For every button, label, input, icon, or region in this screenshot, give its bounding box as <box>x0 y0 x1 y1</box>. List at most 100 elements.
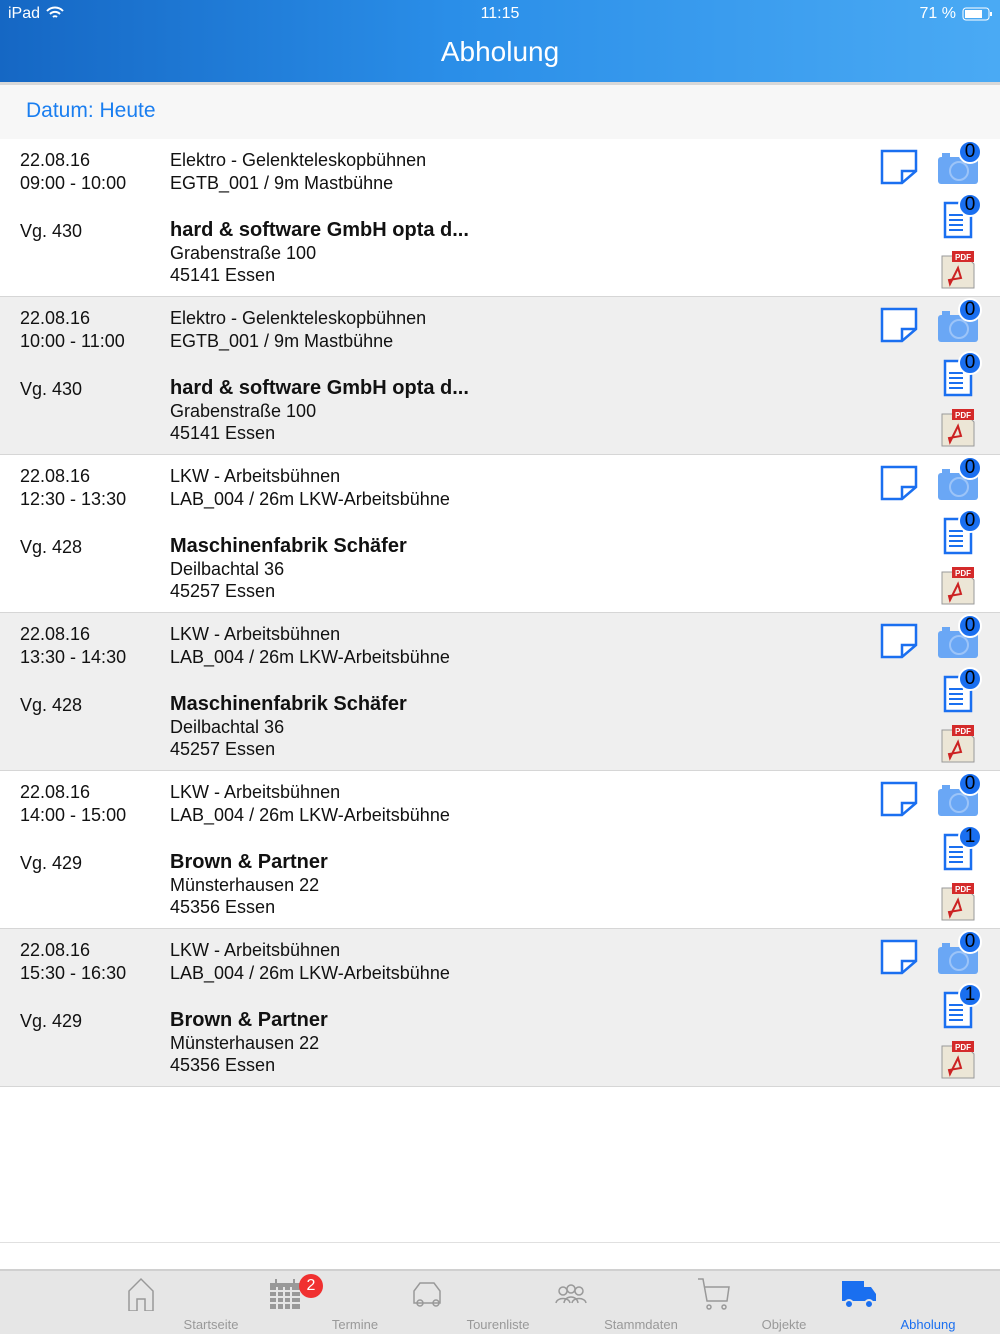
street: Deilbachtal 36 <box>170 559 285 579</box>
category: LKW - Arbeitsbühnen <box>170 624 341 644</box>
pdf-label: PDF <box>955 885 971 894</box>
pdf-icon[interactable]: PDF <box>940 1040 976 1080</box>
pdf-icon[interactable]: PDF <box>940 882 976 922</box>
time-range: 13:30 - 14:30 <box>20 647 127 667</box>
date: 22.08.16 <box>20 624 91 644</box>
navigation-bar: iPad 11:15 71 % Abholung <box>0 0 1000 82</box>
city: 45257 Essen <box>170 581 276 601</box>
tab-startseite[interactable]: Startseite <box>71 1271 238 1336</box>
category: LKW - Arbeitsbühnen <box>170 940 341 960</box>
note-icon[interactable] <box>880 307 918 343</box>
customer-name: Brown & Partner <box>170 1009 328 1031</box>
note-icon[interactable] <box>880 781 918 817</box>
date: 22.08.16 <box>20 782 91 802</box>
tab-label: Startseite <box>183 1317 239 1332</box>
machine: LAB_004 / 26m LKW-Arbeitsbühne <box>170 963 450 983</box>
date-filter[interactable]: Datum: Heute <box>0 85 1000 139</box>
tab-abholung[interactable]: Abholung <box>788 1271 955 1336</box>
category: Elektro - Gelenkteleskopbühnen <box>170 150 427 170</box>
tab-tourenliste[interactable]: Tourenliste <box>358 1271 529 1336</box>
note-icon[interactable] <box>880 465 918 501</box>
document-count-badge: 0 <box>958 509 982 533</box>
machine: LAB_004 / 26m LKW-Arbeitsbühne <box>170 489 450 509</box>
page-title: Abholung <box>440 36 560 67</box>
customer-name: Maschinenfabrik Schäfer <box>170 693 407 715</box>
order-number: Vg. 429 <box>20 1011 83 1031</box>
pdf-icon[interactable]: PDF <box>940 408 976 448</box>
pdf-label: PDF <box>955 569 971 578</box>
tab-objekte[interactable]: Objekte <box>644 1271 806 1336</box>
list-item[interactable]: 22.08.16 15:30 - 16:30 Vg. 429 LKW - Arb… <box>0 929 1000 1087</box>
document-count-badge: 0 <box>958 667 982 691</box>
machine: LAB_004 / 26m LKW-Arbeitsbühne <box>170 805 450 825</box>
machine: EGTB_001 / 9m Mastbühne <box>170 331 394 351</box>
order-number: Vg. 428 <box>20 537 83 557</box>
city: 45141 Essen <box>170 265 276 285</box>
street: Grabenstraße 100 <box>170 243 317 263</box>
list-item[interactable]: 22.08.16 12:30 - 13:30 Vg. 428 LKW - Arb… <box>0 455 1000 613</box>
device-label: iPad <box>8 5 41 22</box>
home-icon <box>128 1277 154 1311</box>
list-item[interactable]: 22.08.16 13:30 - 14:30 Vg. 428 LKW - Arb… <box>0 613 1000 771</box>
pdf-label: PDF <box>955 253 971 262</box>
time-range: 14:00 - 15:00 <box>20 805 127 825</box>
city: 45356 Essen <box>170 897 276 917</box>
tab-label: Termine <box>331 1317 379 1332</box>
divider <box>0 82 1000 85</box>
battery-percent: 71 % <box>919 5 956 22</box>
customer-name: Maschinenfabrik Schäfer <box>170 535 407 557</box>
order-number: Vg. 430 <box>20 379 83 399</box>
time-range: 12:30 - 13:30 <box>20 489 127 509</box>
order-number: Vg. 430 <box>20 221 83 241</box>
battery-icon <box>962 7 992 21</box>
calendar-icon <box>270 1279 300 1309</box>
category: LKW - Arbeitsbühnen <box>170 466 341 486</box>
tab-badge: 2 <box>299 1274 323 1298</box>
photo-count-badge: 0 <box>958 614 982 638</box>
pdf-label: PDF <box>955 1043 971 1052</box>
customer-name: hard & software GmbH opta d... <box>170 219 469 241</box>
people-icon <box>555 1284 587 1304</box>
list-item[interactable]: 22.08.16 10:00 - 11:00 Vg. 430 Elektro -… <box>0 297 1000 455</box>
clock: 11:15 <box>480 5 520 22</box>
customer-name: Brown & Partner <box>170 851 328 873</box>
tab-stammdaten[interactable]: Stammdaten <box>501 1271 678 1336</box>
tab-termine[interactable]: 2 Termine <box>215 1271 378 1336</box>
document-count-badge: 0 <box>958 351 982 375</box>
photo-count-badge: 0 <box>958 456 982 480</box>
time-range: 09:00 - 10:00 <box>20 173 127 193</box>
tab-label: Objekte <box>761 1317 807 1332</box>
street: Grabenstraße 100 <box>170 401 317 421</box>
photo-count-badge: 0 <box>958 930 982 954</box>
order-number: Vg. 428 <box>20 695 83 715</box>
car-icon <box>413 1282 441 1307</box>
document-count-badge: 1 <box>958 825 982 849</box>
note-icon[interactable] <box>880 939 918 975</box>
order-number: Vg. 429 <box>20 853 83 873</box>
date: 22.08.16 <box>20 150 91 170</box>
divider <box>0 1242 1000 1243</box>
list-item[interactable]: 22.08.16 14:00 - 15:00 Vg. 429 LKW - Arb… <box>0 771 1000 929</box>
document-count-badge: 0 <box>958 193 982 217</box>
pdf-icon[interactable]: PDF <box>940 724 976 764</box>
date: 22.08.16 <box>20 940 91 960</box>
note-icon[interactable] <box>880 149 918 185</box>
date: 22.08.16 <box>20 466 91 486</box>
photo-count-badge: 0 <box>958 298 982 322</box>
pickup-list: 22.08.16 09:00 - 10:00 Vg. 430 Elektro -… <box>0 139 1000 1087</box>
category: Elektro - Gelenkteleskopbühnen <box>170 308 427 328</box>
tab-label: Abholung <box>900 1317 956 1332</box>
pdf-label: PDF <box>955 411 971 420</box>
list-item[interactable]: 22.08.16 09:00 - 10:00 Vg. 430 Elektro -… <box>0 139 1000 297</box>
cart-icon <box>698 1278 730 1310</box>
pdf-icon[interactable]: PDF <box>940 566 976 606</box>
pdf-icon[interactable]: PDF <box>940 250 976 290</box>
machine: LAB_004 / 26m LKW-Arbeitsbühne <box>170 647 450 667</box>
note-icon[interactable] <box>880 623 918 659</box>
street: Deilbachtal 36 <box>170 717 285 737</box>
street: Münsterhausen 22 <box>170 1033 320 1053</box>
city: 45257 Essen <box>170 739 276 759</box>
photo-count-badge: 0 <box>958 140 982 164</box>
street: Münsterhausen 22 <box>170 875 320 895</box>
truck-icon <box>842 1281 876 1309</box>
